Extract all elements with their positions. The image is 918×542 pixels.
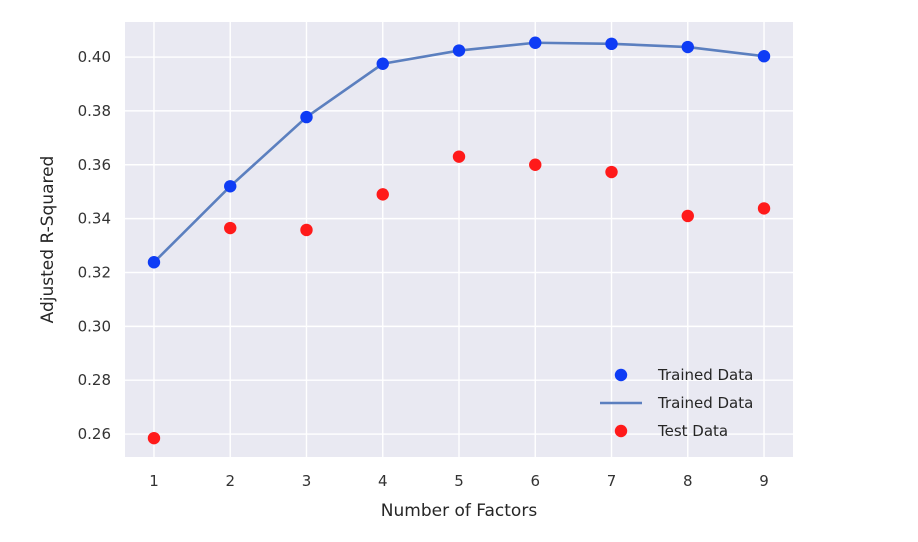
test-data-point: [529, 158, 542, 171]
x-tick-label: 9: [759, 472, 769, 490]
trained-data-point: [376, 57, 389, 70]
test-data-point: [757, 202, 771, 215]
axis-ticks: 1 2 3 4 5 6 7 8 9 0.26 0.28 0.30 0.32 0.34 0.36 0.38 0.4…: [78, 48, 769, 490]
x-tick-label: 7: [607, 472, 617, 490]
legend: Trained Data Trained Data Test Data: [600, 366, 753, 440]
legend-marker-swatch: [614, 424, 628, 438]
test-data-point: [452, 150, 466, 163]
test-data-point: [681, 209, 694, 223]
legend-label: Trained Data: [657, 366, 753, 384]
trained-data-point: [605, 37, 618, 51]
series-layer: [147, 36, 771, 445]
y-tick-label: 0.36: [78, 156, 111, 174]
trained-data-point: [300, 110, 313, 124]
y-tick-label: 0.28: [78, 371, 111, 389]
y-tick-label: 0.32: [78, 263, 111, 281]
trained-data-point: [224, 180, 237, 193]
x-tick-label: 4: [378, 472, 388, 490]
x-tick-label: 3: [302, 472, 312, 490]
legend-marker-swatch: [614, 368, 628, 382]
test-data-point: [300, 223, 313, 237]
legend-label: Trained Data: [657, 394, 753, 412]
test-data-point: [147, 431, 161, 445]
trained-data-point: [681, 40, 694, 54]
x-tick-label: 8: [683, 472, 693, 490]
x-tick-label: 6: [530, 472, 540, 490]
x-axis-label: Number of Factors: [381, 501, 538, 521]
trained-data-point: [757, 50, 771, 63]
test-data-point: [224, 221, 237, 235]
y-tick-label: 0.30: [78, 317, 111, 335]
test-data-point: [376, 188, 389, 201]
y-tick-label: 0.34: [78, 210, 111, 228]
x-tick-label: 1: [149, 472, 159, 490]
grid: [125, 22, 793, 457]
test-data-point: [605, 165, 618, 179]
legend-label: Test Data: [657, 422, 728, 440]
trained-data-point: [529, 36, 542, 49]
y-tick-label: 0.26: [78, 425, 111, 443]
y-axis-label: Adjusted R-Squared: [38, 156, 58, 324]
trained-data-point: [452, 44, 466, 57]
x-tick-label: 2: [225, 472, 235, 490]
y-tick-label: 0.40: [78, 48, 111, 66]
trained-data-point: [147, 256, 161, 269]
y-tick-label: 0.38: [78, 102, 111, 120]
x-tick-label: 5: [454, 472, 464, 490]
